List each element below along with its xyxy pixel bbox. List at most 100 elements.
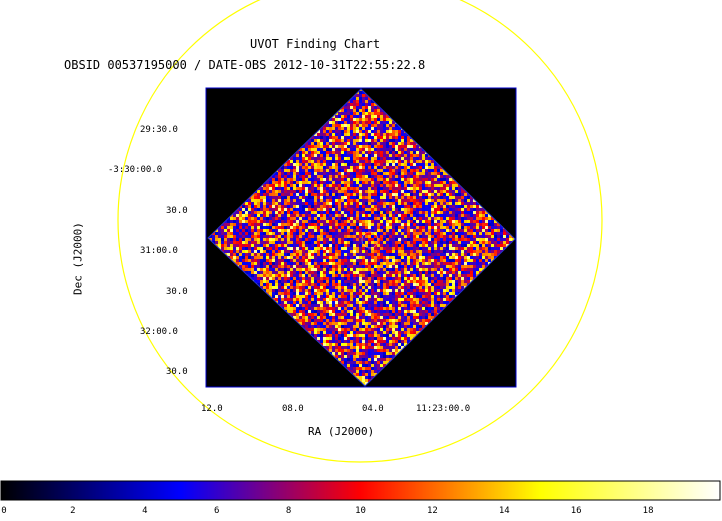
heatmap-pixel — [368, 163, 371, 166]
heatmap-pixel — [362, 130, 365, 133]
heatmap-pixel — [320, 226, 323, 229]
heatmap-pixel — [299, 175, 302, 178]
heatmap-pixel — [305, 199, 308, 202]
heatmap-pixel — [470, 199, 473, 202]
heatmap-pixel — [431, 193, 434, 196]
heatmap-pixel — [374, 133, 377, 136]
heatmap-pixel — [314, 160, 317, 163]
heatmap-pixel — [404, 133, 407, 136]
heatmap-pixel — [224, 226, 227, 229]
heatmap-pixel — [392, 124, 395, 127]
heatmap-pixel — [323, 205, 326, 208]
heatmap-pixel — [251, 223, 254, 226]
heatmap-pixel — [323, 136, 326, 139]
heatmap-pixel — [380, 196, 383, 199]
heatmap-pixel — [368, 211, 371, 214]
heatmap-pixel — [335, 184, 338, 187]
heatmap-pixel — [449, 193, 452, 196]
heatmap-pixel — [278, 205, 281, 208]
heatmap-pixel — [323, 220, 326, 223]
heatmap-pixel — [362, 208, 365, 211]
heatmap-pixel — [401, 175, 404, 178]
heatmap-pixel — [329, 172, 332, 175]
heatmap-pixel — [284, 226, 287, 229]
heatmap-pixel — [419, 187, 422, 190]
heatmap-pixel — [371, 181, 374, 184]
heatmap-pixel — [320, 154, 323, 157]
heatmap-pixel — [482, 217, 485, 220]
heatmap-pixel — [362, 226, 365, 229]
heatmap-pixel — [305, 160, 308, 163]
heatmap-pixel — [464, 229, 467, 232]
heatmap-pixel — [377, 211, 380, 214]
heatmap-pixel — [464, 226, 467, 229]
heatmap-pixel — [365, 100, 368, 103]
heatmap-pixel — [347, 118, 350, 121]
heatmap-pixel — [263, 205, 266, 208]
heatmap-pixel — [392, 214, 395, 217]
heatmap-pixel — [374, 202, 377, 205]
heatmap-pixel — [281, 229, 284, 232]
heatmap-pixel — [329, 139, 332, 142]
heatmap-pixel — [437, 193, 440, 196]
heatmap-pixel — [287, 220, 290, 223]
heatmap-pixel — [353, 160, 356, 163]
heatmap-pixel — [347, 127, 350, 130]
heatmap-pixel — [326, 229, 329, 232]
heatmap-pixel — [341, 145, 344, 148]
heatmap-pixel — [308, 148, 311, 151]
heatmap-pixel — [353, 157, 356, 160]
heatmap-pixel — [419, 229, 422, 232]
heatmap-pixel — [434, 202, 437, 205]
heatmap-pixel — [377, 130, 380, 133]
heatmap-pixel — [359, 169, 362, 172]
heatmap-pixel — [362, 202, 365, 205]
heatmap-pixel — [281, 217, 284, 220]
heatmap-pixel — [383, 148, 386, 151]
heatmap-pixel — [350, 184, 353, 187]
heatmap-pixel — [407, 166, 410, 169]
heatmap-pixel — [332, 199, 335, 202]
heatmap-pixel — [311, 178, 314, 181]
heatmap-pixel — [446, 190, 449, 193]
heatmap-pixel — [419, 169, 422, 172]
heatmap-pixel — [248, 217, 251, 220]
heatmap-pixel — [365, 214, 368, 217]
heatmap-pixel — [359, 154, 362, 157]
heatmap-pixel — [350, 115, 353, 118]
heatmap-pixel — [317, 214, 320, 217]
heatmap-pixel — [296, 187, 299, 190]
heatmap-pixel — [329, 124, 332, 127]
heatmap-pixel — [467, 229, 470, 232]
heatmap-pixel — [278, 214, 281, 217]
heatmap-pixel — [275, 199, 278, 202]
heatmap-pixel — [356, 178, 359, 181]
heatmap-pixel — [341, 148, 344, 151]
heatmap-pixel — [371, 109, 374, 112]
heatmap-pixel — [356, 121, 359, 124]
heatmap-pixel — [401, 223, 404, 226]
heatmap-pixel — [356, 127, 359, 130]
heatmap-pixel — [431, 220, 434, 223]
heatmap-pixel — [251, 220, 254, 223]
heatmap-pixel — [329, 187, 332, 190]
heatmap-pixel — [452, 193, 455, 196]
heatmap-pixel — [299, 226, 302, 229]
heatmap-pixel — [431, 229, 434, 232]
heatmap-pixel — [356, 115, 359, 118]
heatmap-pixel — [332, 148, 335, 151]
heatmap-pixel — [320, 229, 323, 232]
heatmap-pixel — [371, 136, 374, 139]
heatmap-pixel — [311, 163, 314, 166]
heatmap-pixel — [401, 145, 404, 148]
heatmap-pixel — [410, 142, 413, 145]
heatmap-pixel — [404, 226, 407, 229]
heatmap-pixel — [401, 187, 404, 190]
heatmap-pixel — [338, 217, 341, 220]
heatmap-pixel — [470, 214, 473, 217]
heatmap-pixel — [311, 214, 314, 217]
heatmap-pixel — [356, 109, 359, 112]
heatmap-pixel — [464, 223, 467, 226]
heatmap-pixel — [296, 226, 299, 229]
heatmap-pixel — [341, 142, 344, 145]
